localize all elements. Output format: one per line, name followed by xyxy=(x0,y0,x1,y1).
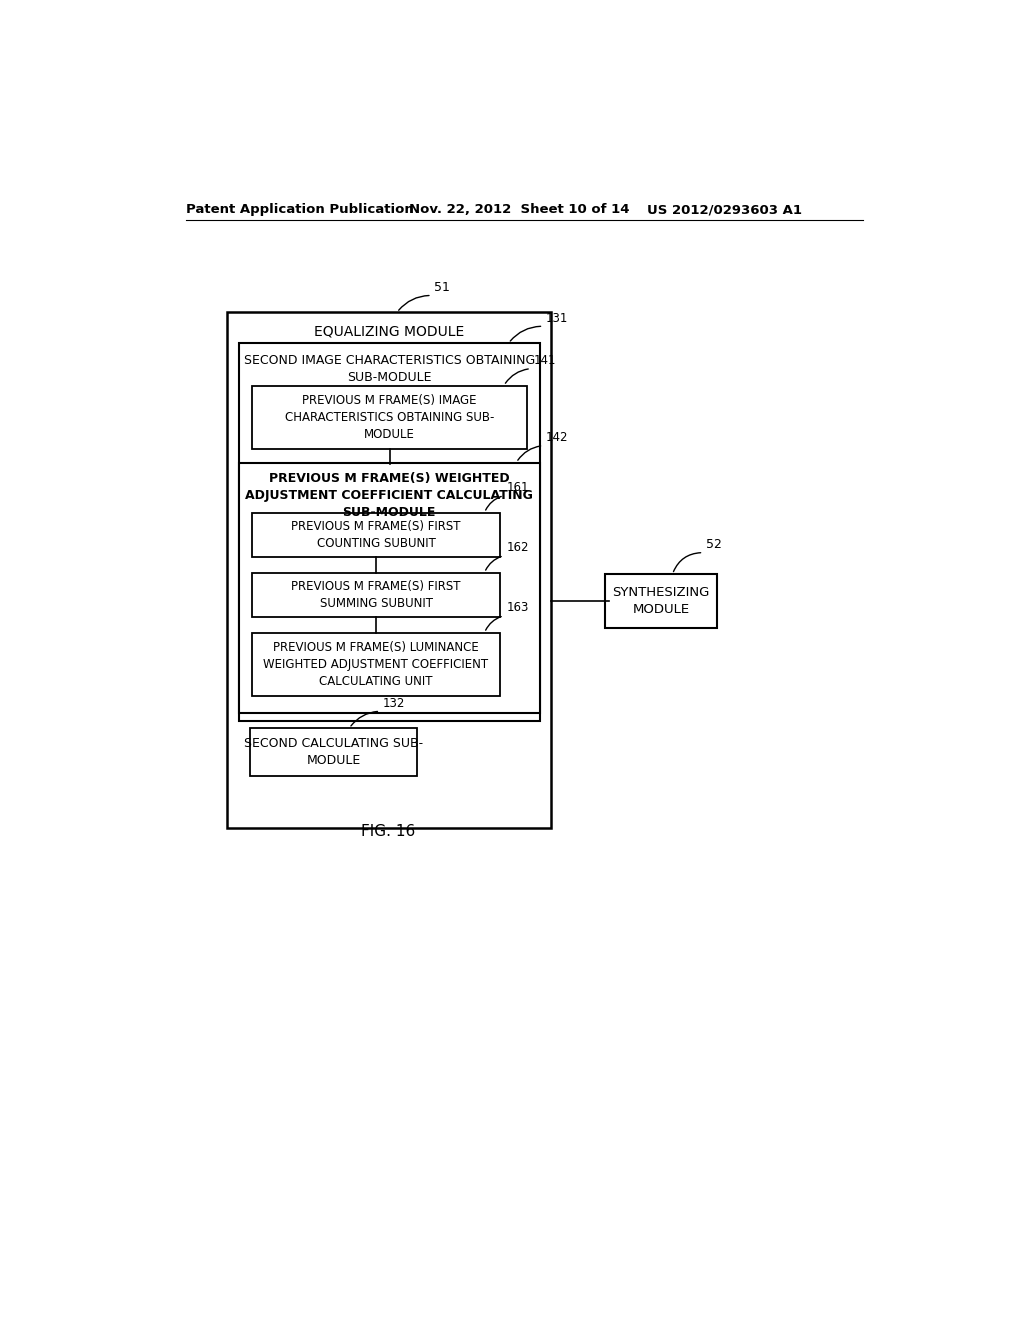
Bar xyxy=(239,343,540,721)
Text: SECOND CALCULATING SUB-
MODULE: SECOND CALCULATING SUB- MODULE xyxy=(244,737,423,767)
Text: 162: 162 xyxy=(506,541,528,554)
Text: 52: 52 xyxy=(706,539,722,552)
Text: PREVIOUS M FRAME(S) LUMINANCE
WEIGHTED ADJUSTMENT COEFFICIENT
CALCULATING UNIT: PREVIOUS M FRAME(S) LUMINANCE WEIGHTED A… xyxy=(263,640,488,688)
Bar xyxy=(252,573,500,618)
Text: US 2012/0293603 A1: US 2012/0293603 A1 xyxy=(647,203,802,216)
Text: 161: 161 xyxy=(506,480,528,494)
Text: EQUALIZING MODULE: EQUALIZING MODULE xyxy=(314,325,464,339)
Text: PREVIOUS M FRAME(S) FIRST
SUMMING SUBUNIT: PREVIOUS M FRAME(S) FIRST SUMMING SUBUNI… xyxy=(291,579,461,610)
Bar xyxy=(227,313,551,829)
Text: PREVIOUS M FRAME(S) WEIGHTED
ADJUSTMENT COEFFICIENT CALCULATING
SUB-MODULE: PREVIOUS M FRAME(S) WEIGHTED ADJUSTMENT … xyxy=(245,471,534,519)
Bar xyxy=(252,512,500,557)
Text: 163: 163 xyxy=(506,601,528,614)
Bar xyxy=(604,574,717,628)
Bar xyxy=(252,632,500,696)
Text: PREVIOUS M FRAME(S) FIRST
COUNTING SUBUNIT: PREVIOUS M FRAME(S) FIRST COUNTING SUBUN… xyxy=(291,520,461,550)
Text: PREVIOUS M FRAME(S) IMAGE
CHARACTERISTICS OBTAINING SUB-
MODULE: PREVIOUS M FRAME(S) IMAGE CHARACTERISTIC… xyxy=(285,393,495,441)
Text: FIG. 16: FIG. 16 xyxy=(361,825,416,840)
Text: SYNTHESIZING
MODULE: SYNTHESIZING MODULE xyxy=(612,586,710,616)
Text: Nov. 22, 2012  Sheet 10 of 14: Nov. 22, 2012 Sheet 10 of 14 xyxy=(409,203,629,216)
Text: Patent Application Publication: Patent Application Publication xyxy=(186,203,414,216)
Bar xyxy=(252,385,527,449)
Bar xyxy=(251,729,417,776)
Bar xyxy=(239,462,540,713)
Text: 141: 141 xyxy=(534,354,556,367)
Text: SECOND IMAGE CHARACTERISTICS OBTAINING
SUB-MODULE: SECOND IMAGE CHARACTERISTICS OBTAINING S… xyxy=(244,354,535,384)
Text: 131: 131 xyxy=(546,312,568,325)
Text: 132: 132 xyxy=(383,697,404,710)
Text: 51: 51 xyxy=(434,281,450,294)
Text: 142: 142 xyxy=(546,432,568,444)
